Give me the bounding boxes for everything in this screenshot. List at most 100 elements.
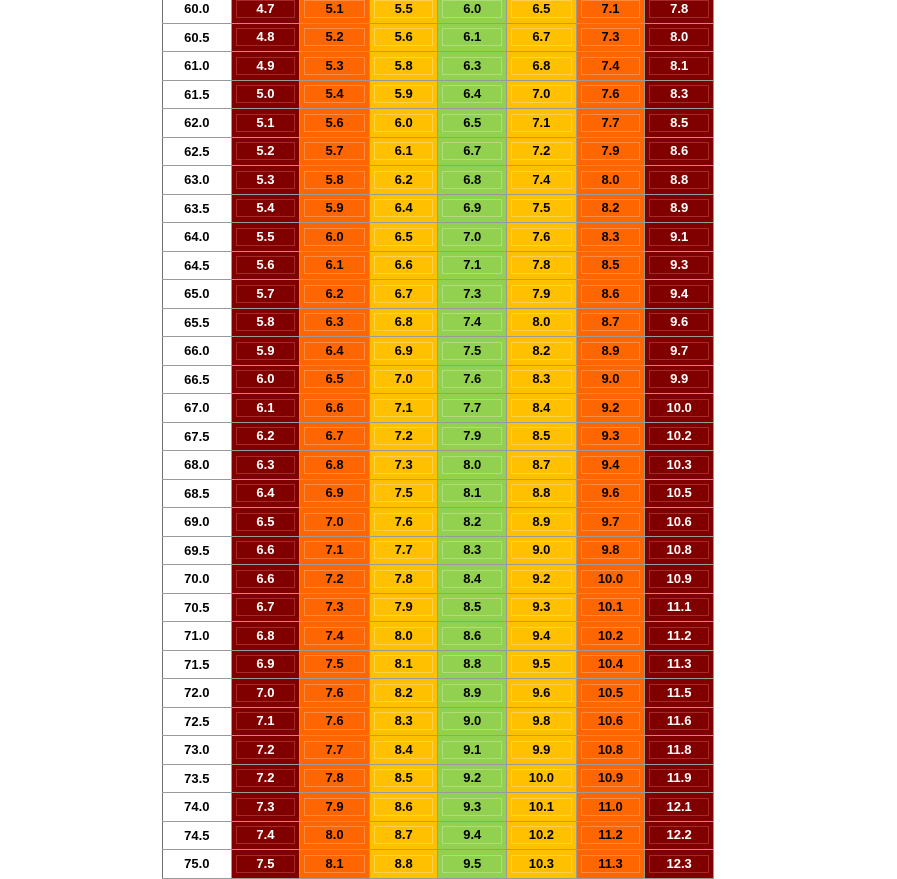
value-cell[interactable]: 9.4: [644, 279, 714, 309]
row-label-cell[interactable]: 61.5: [162, 79, 232, 109]
value-cell[interactable]: 7.9: [437, 421, 508, 451]
value-cell[interactable]: 5.6: [368, 22, 439, 52]
row-label-cell[interactable]: 63.5: [162, 193, 232, 223]
value-cell[interactable]: 6.5: [230, 507, 301, 537]
row-label-cell[interactable]: 68.0: [162, 450, 232, 480]
value-cell[interactable]: 5.1: [230, 108, 301, 138]
value-cell[interactable]: 12.1: [644, 792, 714, 822]
value-cell[interactable]: 8.7: [506, 450, 577, 480]
value-cell[interactable]: 8.2: [437, 507, 508, 537]
value-cell[interactable]: 9.6: [506, 678, 577, 708]
value-cell[interactable]: 9.1: [644, 222, 714, 252]
value-cell[interactable]: 10.2: [575, 621, 646, 651]
value-cell[interactable]: 8.6: [437, 621, 508, 651]
value-cell[interactable]: 8.0: [368, 621, 439, 651]
value-cell[interactable]: 9.9: [506, 735, 577, 765]
value-cell[interactable]: 6.1: [437, 22, 508, 52]
value-cell[interactable]: 6.8: [230, 621, 301, 651]
value-cell[interactable]: 8.3: [437, 535, 508, 565]
value-cell[interactable]: 6.9: [230, 649, 301, 679]
value-cell[interactable]: 7.9: [299, 792, 370, 822]
value-cell[interactable]: 7.7: [299, 735, 370, 765]
value-cell[interactable]: 9.0: [506, 535, 577, 565]
value-cell[interactable]: 7.4: [506, 165, 577, 195]
row-label-cell[interactable]: 68.5: [162, 478, 232, 508]
value-cell[interactable]: 6.7: [506, 22, 577, 52]
value-cell[interactable]: 7.7: [368, 535, 439, 565]
value-cell[interactable]: 10.9: [644, 564, 714, 594]
value-cell[interactable]: 10.4: [575, 649, 646, 679]
value-cell[interactable]: 4.8: [230, 22, 301, 52]
value-cell[interactable]: 8.4: [368, 735, 439, 765]
value-cell[interactable]: 8.1: [437, 478, 508, 508]
value-cell[interactable]: 7.9: [506, 279, 577, 309]
value-cell[interactable]: 6.8: [368, 307, 439, 337]
value-cell[interactable]: 12.2: [644, 820, 714, 850]
value-cell[interactable]: 5.9: [299, 193, 370, 223]
value-cell[interactable]: 8.4: [437, 564, 508, 594]
value-cell[interactable]: 7.1: [437, 250, 508, 280]
value-cell[interactable]: 6.8: [299, 450, 370, 480]
value-cell[interactable]: 6.6: [230, 564, 301, 594]
value-cell[interactable]: 4.9: [230, 51, 301, 81]
value-cell[interactable]: 10.8: [644, 535, 714, 565]
value-cell[interactable]: 6.2: [368, 165, 439, 195]
value-cell[interactable]: 7.0: [437, 222, 508, 252]
row-label-cell[interactable]: 70.0: [162, 564, 232, 594]
value-cell[interactable]: 8.5: [506, 421, 577, 451]
value-cell[interactable]: 8.6: [644, 136, 714, 166]
value-cell[interactable]: 7.5: [437, 336, 508, 366]
value-cell[interactable]: 6.0: [230, 364, 301, 394]
value-cell[interactable]: 6.4: [230, 478, 301, 508]
row-label-cell[interactable]: 62.0: [162, 108, 232, 138]
value-cell[interactable]: 11.8: [644, 735, 714, 765]
value-cell[interactable]: 10.5: [575, 678, 646, 708]
row-label-cell[interactable]: 72.5: [162, 706, 232, 736]
value-cell[interactable]: 7.7: [575, 108, 646, 138]
value-cell[interactable]: 7.7: [437, 393, 508, 423]
value-cell[interactable]: 6.9: [437, 193, 508, 223]
value-cell[interactable]: 5.8: [368, 51, 439, 81]
value-cell[interactable]: 6.3: [299, 307, 370, 337]
row-label-cell[interactable]: 74.0: [162, 792, 232, 822]
value-cell[interactable]: 7.1: [230, 706, 301, 736]
value-cell[interactable]: 6.8: [506, 51, 577, 81]
value-cell[interactable]: 8.0: [299, 820, 370, 850]
value-cell[interactable]: 7.3: [575, 22, 646, 52]
value-cell[interactable]: 11.9: [644, 763, 714, 793]
value-cell[interactable]: 5.3: [299, 51, 370, 81]
row-label-cell[interactable]: 71.0: [162, 621, 232, 651]
value-cell[interactable]: 5.2: [299, 22, 370, 52]
value-cell[interactable]: 8.0: [506, 307, 577, 337]
value-cell[interactable]: 5.1: [299, 0, 370, 24]
row-label-cell[interactable]: 63.0: [162, 165, 232, 195]
value-cell[interactable]: 11.2: [644, 621, 714, 651]
value-cell[interactable]: 6.0: [368, 108, 439, 138]
row-label-cell[interactable]: 64.5: [162, 250, 232, 280]
value-cell[interactable]: 7.3: [230, 792, 301, 822]
row-label-cell[interactable]: 61.0: [162, 51, 232, 81]
value-cell[interactable]: 7.2: [230, 763, 301, 793]
value-cell[interactable]: 8.9: [575, 336, 646, 366]
value-cell[interactable]: 6.7: [437, 136, 508, 166]
value-cell[interactable]: 10.2: [644, 421, 714, 451]
row-label-cell[interactable]: 67.0: [162, 393, 232, 423]
value-cell[interactable]: 8.9: [644, 193, 714, 223]
row-label-cell[interactable]: 62.5: [162, 136, 232, 166]
value-cell[interactable]: 8.7: [368, 820, 439, 850]
value-cell[interactable]: 7.8: [368, 564, 439, 594]
value-cell[interactable]: 7.6: [368, 507, 439, 537]
value-cell[interactable]: 8.8: [437, 649, 508, 679]
value-cell[interactable]: 5.5: [368, 0, 439, 24]
value-cell[interactable]: 6.7: [368, 279, 439, 309]
value-cell[interactable]: 6.1: [230, 393, 301, 423]
value-cell[interactable]: 6.8: [437, 165, 508, 195]
value-cell[interactable]: 6.3: [437, 51, 508, 81]
value-cell[interactable]: 5.8: [230, 307, 301, 337]
value-cell[interactable]: 6.6: [368, 250, 439, 280]
value-cell[interactable]: 8.9: [437, 678, 508, 708]
value-cell[interactable]: 6.3: [230, 450, 301, 480]
value-cell[interactable]: 7.6: [299, 678, 370, 708]
value-cell[interactable]: 11.6: [644, 706, 714, 736]
value-cell[interactable]: 6.5: [299, 364, 370, 394]
